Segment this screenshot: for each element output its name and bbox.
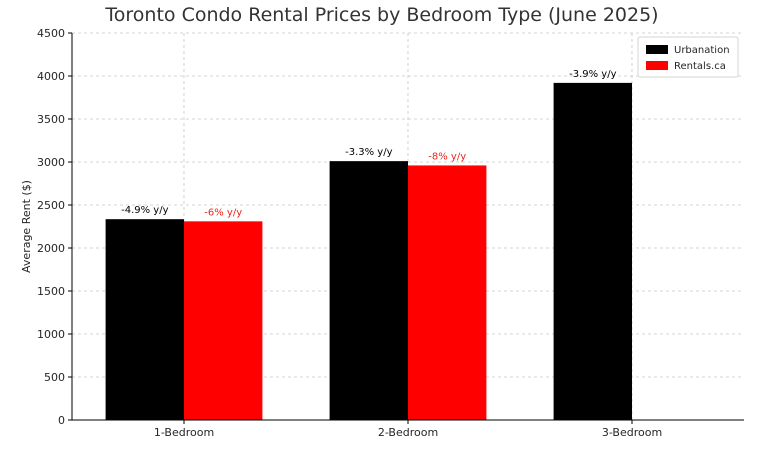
x-tick-label: 1-Bedroom [154,426,214,439]
x-tick-label: 3-Bedroom [602,426,662,439]
data-label: -3.3% y/y [345,147,392,158]
y-tick-label: 1000 [37,328,65,341]
legend-swatch [646,61,668,70]
legend-swatch [646,45,668,54]
legend-label: Rentals.ca [674,61,726,72]
y-tick-label: 1500 [37,285,65,298]
y-tick-label: 3000 [37,156,65,169]
y-tick-label: 4000 [37,70,65,83]
y-tick-label: 3500 [37,113,65,126]
data-label: -8% y/y [428,151,466,162]
bar [329,161,408,420]
data-label: -3.9% y/y [569,69,616,80]
y-axis-label: Average Rent ($) [20,180,33,273]
legend-label: Urbanation [674,45,730,56]
data-label: -4.9% y/y [121,205,168,216]
data-label: -6% y/y [204,207,242,218]
bar [184,221,263,420]
x-tick-label: 2-Bedroom [378,426,438,439]
y-tick-label: 2000 [37,242,65,255]
chart-title: Toronto Condo Rental Prices by Bedroom T… [105,4,659,26]
bar [553,82,632,420]
y-tick-label: 4500 [37,27,65,40]
bar [408,165,487,420]
y-tick-label: 0 [58,414,65,427]
y-tick-label: 2500 [37,199,65,212]
bar [105,219,184,420]
y-tick-label: 500 [44,371,65,384]
